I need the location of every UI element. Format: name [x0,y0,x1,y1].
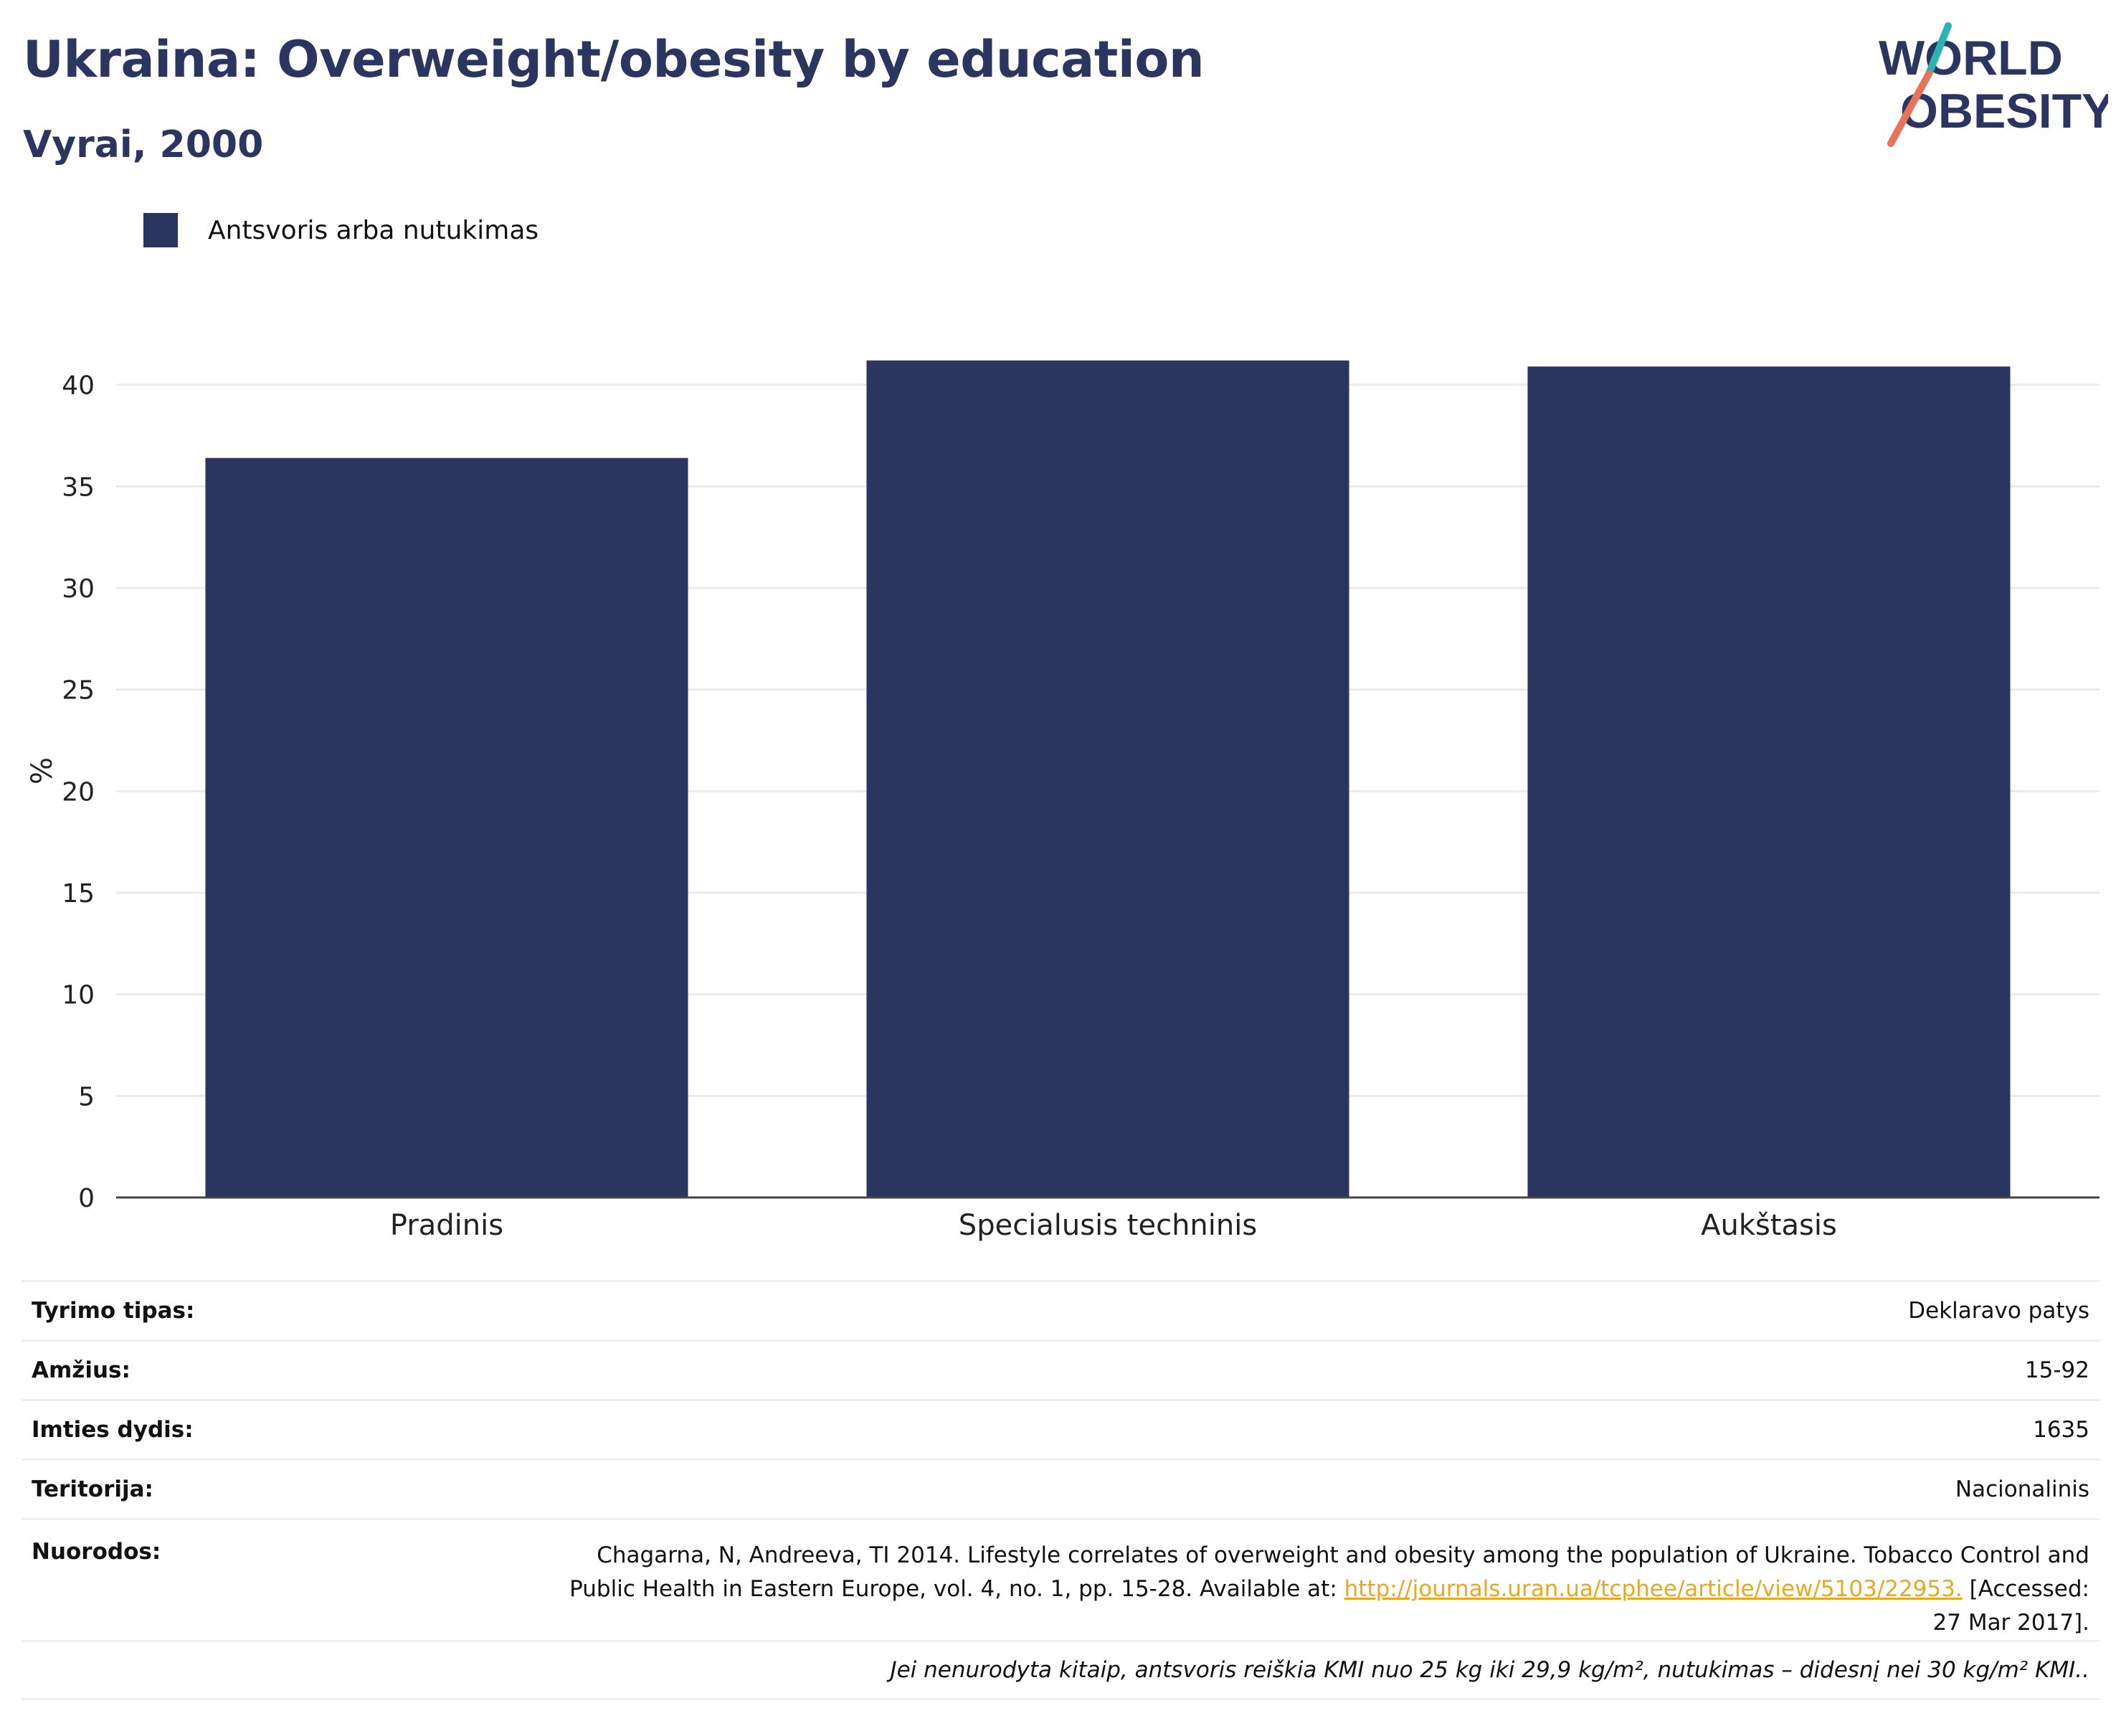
meta-row-sample-size: Imties dydis: 1635 [22,1399,2099,1458]
logo-word-obesity: OBESITY [1900,84,2108,138]
legend-swatch [143,213,178,247]
y-tick-label: 25 [62,676,95,706]
survey-type-value: Deklaravo patys [1908,1298,2089,1324]
survey-type-label: Tyrimo tipas: [32,1298,195,1324]
logo-coral-stroke [1887,70,1932,147]
logo-teal-stroke [1925,22,1952,77]
age-value: 15-92 [2024,1357,2089,1383]
territory-label: Teritorija: [32,1476,153,1502]
meta-row-territory: Teritorija: Nacionalinis [22,1458,2099,1518]
sample-size-value: 1635 [2033,1417,2089,1443]
definition-note: Jei nenurodyta kitaip, antsvoris reiškia… [890,1657,2089,1683]
page-title: Ukraina: Overweight/obesity by education [23,30,1205,89]
y-tick-label: 35 [62,473,95,502]
y-tick-label: 20 [62,777,95,807]
meta-row-note: Jei nenurodyta kitaip, antsvoris reiškia… [22,1640,2099,1700]
references-label: Nuorodos: [32,1539,161,1565]
metadata-table: Tyrimo tipas: Deklaravo patys Amžius: 15… [22,1280,2099,1700]
age-label: Amžius: [32,1357,131,1383]
world-obesity-logo: WORLD OBESITY [1879,22,2108,147]
page-subtitle: Vyrai, 2000 [23,123,264,166]
bar [866,360,1349,1198]
references-citation: Chagarna, N, Andreeva, TI 2014. Lifestyl… [569,1542,2089,1602]
references-accessed: [Accessed: 27 Mar 2017]. [1932,1576,2089,1636]
x-tick-label: Pradinis [390,1209,503,1242]
y-tick-label: 30 [62,574,95,604]
y-tick-label: 5 [78,1082,95,1111]
meta-row-survey-type: Tyrimo tipas: Deklaravo patys [22,1280,2099,1339]
logo-word-world: WORLD [1879,31,2063,85]
y-tick-label: 10 [62,981,95,1010]
sample-size-label: Imties dydis: [32,1417,194,1443]
meta-row-references: Nuorodos: Chagarna, N, Andreeva, TI 2014… [22,1518,2099,1640]
territory-value: Nacionalinis [1955,1476,2089,1502]
x-tick-label: Aukštasis [1701,1209,1837,1242]
y-axis-label: % [26,757,59,784]
legend-label: Antsvoris arba nutukimas [208,215,539,245]
bar [205,457,688,1197]
y-tick-label: 40 [62,371,95,401]
meta-row-age: Amžius: 15-92 [22,1339,2099,1399]
references-link[interactable]: http://journals.uran.ua/tcphee/article/v… [1344,1576,1963,1602]
references-text: Chagarna, N, Andreeva, TI 2014. Lifestyl… [548,1539,2089,1640]
legend[interactable]: Antsvoris arba nutukimas [143,213,538,247]
y-tick-label: 0 [78,1184,95,1213]
bar-chart: 0 5 10 15 20 25 30 35 40% Pradinis Specialusis tec… [26,360,2099,1242]
bar [1527,366,2011,1198]
x-tick-label: Specialusis techninis [959,1209,1257,1242]
y-tick-label: 15 [62,879,95,909]
